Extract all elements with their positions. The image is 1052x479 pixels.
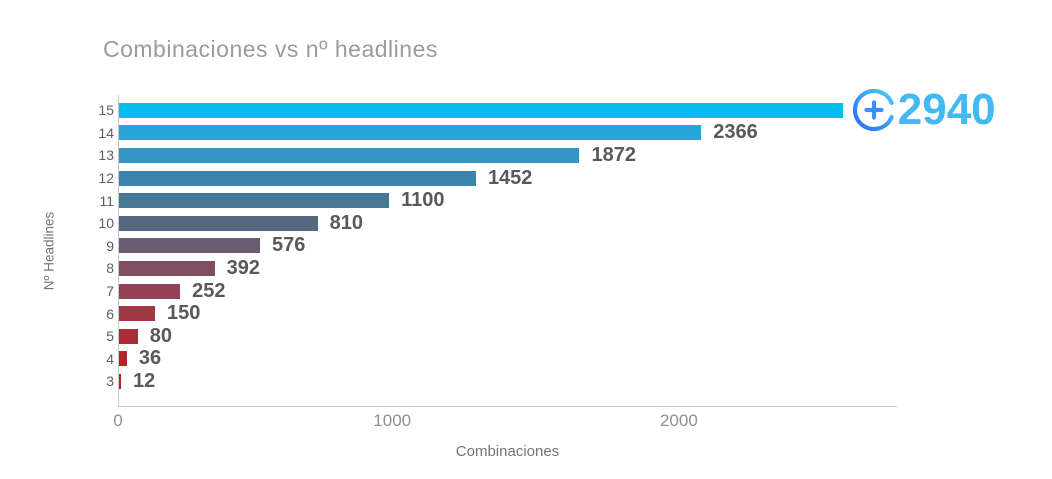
bar bbox=[118, 328, 138, 344]
y-axis-line bbox=[118, 95, 119, 407]
bar-area: 2366 bbox=[118, 121, 897, 144]
y-tick-label: 15 bbox=[98, 102, 114, 119]
value-label: 392 bbox=[226, 256, 260, 279]
x-axis-line bbox=[118, 406, 897, 407]
bar-area: 150 bbox=[118, 302, 897, 325]
bar-row: 4 36 bbox=[90, 347, 1040, 371]
bar bbox=[118, 283, 181, 299]
y-tick-label: 8 bbox=[106, 260, 114, 277]
bar bbox=[118, 102, 843, 118]
bar-row: 13 1872 bbox=[90, 144, 1040, 167]
y-tick-label: 14 bbox=[98, 124, 114, 141]
y-tick-label: 10 bbox=[98, 215, 114, 232]
bar bbox=[118, 238, 260, 254]
value-label: 252 bbox=[192, 279, 226, 302]
bar-area: 1872 bbox=[118, 144, 897, 167]
y-axis-title: Nº Headlines bbox=[41, 211, 57, 291]
bar-row: 12 1452 bbox=[90, 167, 1040, 190]
y-tick-label: 9 bbox=[106, 237, 114, 254]
bar-row: 7 252 bbox=[90, 280, 1040, 303]
bar bbox=[118, 170, 476, 186]
x-tick-label: 1000 bbox=[373, 411, 412, 430]
y-tick-label: 6 bbox=[106, 305, 114, 322]
value-label: 810 bbox=[329, 211, 364, 234]
value-label: 80 bbox=[149, 324, 172, 347]
bar bbox=[118, 147, 580, 163]
value-label: 1872 bbox=[591, 143, 636, 166]
bar-area: 1100 bbox=[118, 189, 897, 212]
value-label: 1452 bbox=[487, 166, 533, 189]
x-axis-title: Combinaciones bbox=[455, 443, 560, 460]
bar bbox=[118, 351, 127, 367]
bar-row: 10 810 bbox=[90, 212, 1040, 235]
chart-title: Combinaciones vs nº headlines bbox=[103, 36, 438, 62]
bar-row: 15 2940 bbox=[90, 88, 1040, 132]
y-tick-label: 7 bbox=[106, 283, 114, 300]
bar bbox=[118, 125, 702, 141]
bar-area: 392 bbox=[118, 257, 897, 280]
y-tick-label: 3 bbox=[106, 373, 114, 390]
value-label: 2366 bbox=[713, 121, 758, 144]
bar-row: 3 12 bbox=[90, 370, 1040, 393]
bar-area: 36 bbox=[118, 347, 897, 370]
value-label: 150 bbox=[166, 302, 201, 325]
bar-row: 6 150 bbox=[90, 302, 1040, 325]
bar-area: 576 bbox=[118, 234, 897, 257]
bar-area: 80 bbox=[118, 325, 897, 348]
bar bbox=[118, 306, 155, 322]
value-label: 576 bbox=[271, 234, 306, 257]
bar-row: 5 80 bbox=[90, 325, 1040, 348]
y-tick-label: 5 bbox=[106, 328, 114, 345]
bar bbox=[118, 260, 215, 276]
bar-row: 9 576 bbox=[90, 234, 1040, 258]
bar-area: 810 bbox=[118, 212, 897, 235]
bar-area: 12 bbox=[118, 370, 897, 393]
bar-row: 14 2366 bbox=[90, 121, 1040, 145]
x-axis-ticks: 0 1000 2000 bbox=[113, 411, 897, 433]
y-tick-label: 11 bbox=[99, 192, 114, 209]
y-tick-label: 13 bbox=[98, 147, 114, 164]
highlight-value-label: 2940 bbox=[897, 85, 996, 135]
bar bbox=[118, 373, 121, 389]
bar bbox=[118, 215, 318, 231]
y-tick-label: 4 bbox=[106, 350, 114, 367]
bar-row: 8 392 bbox=[90, 257, 1040, 280]
bar-area: 1452 bbox=[118, 167, 897, 190]
bar-area: 252 bbox=[118, 280, 897, 303]
bar bbox=[118, 193, 390, 209]
y-tick-label: 12 bbox=[98, 170, 114, 187]
bar-row: 11 1100 bbox=[90, 189, 1040, 212]
plus-circle-icon bbox=[852, 89, 894, 132]
value-label: 12 bbox=[132, 369, 156, 392]
bar-area: 2940 bbox=[118, 88, 996, 132]
x-tick-label: 0 bbox=[113, 411, 123, 430]
x-tick-label: 2000 bbox=[659, 411, 698, 430]
value-label: 36 bbox=[138, 347, 162, 370]
value-label: 1100 bbox=[401, 189, 445, 212]
